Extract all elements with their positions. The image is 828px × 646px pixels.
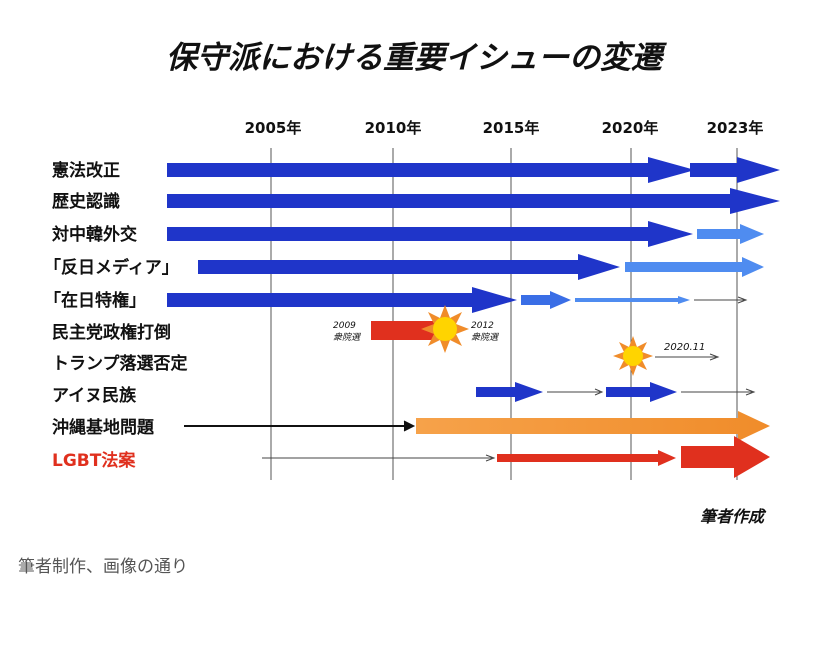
arrow-row-constitution	[167, 157, 780, 183]
arrow-okinawa-main	[416, 411, 770, 441]
annotation-trump-date: 2020.11	[664, 342, 705, 353]
issue-label: 沖縄基地問題	[52, 417, 155, 438]
arrow-media-main	[198, 254, 620, 280]
arrow-zainichi-line-head	[737, 296, 748, 304]
arrow-row-media	[198, 254, 764, 280]
author-credit: 筆者作成	[700, 507, 767, 526]
year-label: 2005年	[245, 119, 302, 137]
arrow-china-korea-recent	[697, 224, 764, 244]
arrow-constitution-main	[167, 157, 695, 183]
issue-label: 対中韓外交	[51, 224, 137, 245]
sun-burst-2012-icon	[421, 305, 469, 353]
bar-dpj-government	[371, 321, 437, 340]
issue-label: トランプ落選否定	[52, 353, 188, 374]
year-axis: 2005年 2010年 2015年 2020年 2023年	[245, 119, 764, 137]
issue-label: 憲法改正	[51, 160, 120, 181]
arrow-ainu-link-1-head	[594, 388, 604, 396]
arrow-zainichi-main	[167, 287, 517, 313]
issue-timeline-diagram: 保守派における重要イシューの変遷 2005年 2010年 2015年 2020年…	[44, 40, 780, 526]
year-label: 2020年	[602, 119, 659, 137]
diagram-title: 保守派における重要イシューの変遷	[166, 40, 667, 76]
issue-label: 「在日特権」	[44, 290, 146, 311]
arrow-media-recent	[625, 257, 764, 277]
arrow-history-recognition	[167, 188, 780, 214]
sun-burst-2020-icon	[613, 336, 653, 376]
arrow-row-china-korea	[167, 221, 764, 247]
year-label: 2010年	[365, 119, 422, 137]
issue-label: 民主党政権打倒	[52, 322, 171, 343]
year-label: 2023年	[707, 119, 764, 137]
arrow-zainichi-fading	[521, 291, 571, 309]
arrow-row-ainu	[476, 382, 756, 402]
annotation-2012-label: 衆院選	[471, 332, 500, 343]
arrow-trump-line-head	[709, 353, 720, 361]
annotation-2009-label: 衆院選	[333, 332, 362, 343]
arrow-lgbt-lead-head	[485, 454, 496, 462]
annotation-2009-year: 2009	[333, 321, 356, 331]
arrow-row-trump: 2020.11	[613, 336, 720, 376]
arrow-row-dpj: 2009 衆院選 2012 衆院選	[333, 305, 500, 353]
arrow-row-okinawa	[184, 411, 770, 441]
arrow-ainu-second	[606, 382, 677, 402]
annotation-2012-year: 2012	[471, 321, 494, 331]
arrow-okinawa-lead-head	[403, 420, 416, 432]
arrow-constitution-head	[690, 157, 780, 183]
arrow-row-lgbt	[262, 436, 770, 478]
arrow-ainu-first	[476, 382, 543, 402]
arrow-china-korea-main	[167, 221, 693, 247]
issue-labels: 憲法改正 歴史認識 対中韓外交 「反日メディア」 「在日特権」 民主党政権打倒 …	[44, 160, 188, 471]
arrow-row-zainichi	[167, 287, 748, 313]
issue-label: 「反日メディア」	[44, 257, 179, 278]
issue-label: アイヌ民族	[52, 385, 137, 406]
arrow-lgbt-mid	[497, 450, 676, 466]
arrow-ainu-link-2-head	[745, 388, 756, 396]
issue-label: LGBT法案	[52, 450, 136, 471]
arrow-zainichi-thin	[575, 296, 690, 304]
image-caption: 筆者制作、画像の通り	[18, 557, 188, 577]
issue-label: 歴史認識	[52, 191, 120, 212]
arrow-lgbt-recent	[681, 436, 770, 478]
year-label: 2015年	[483, 119, 540, 137]
